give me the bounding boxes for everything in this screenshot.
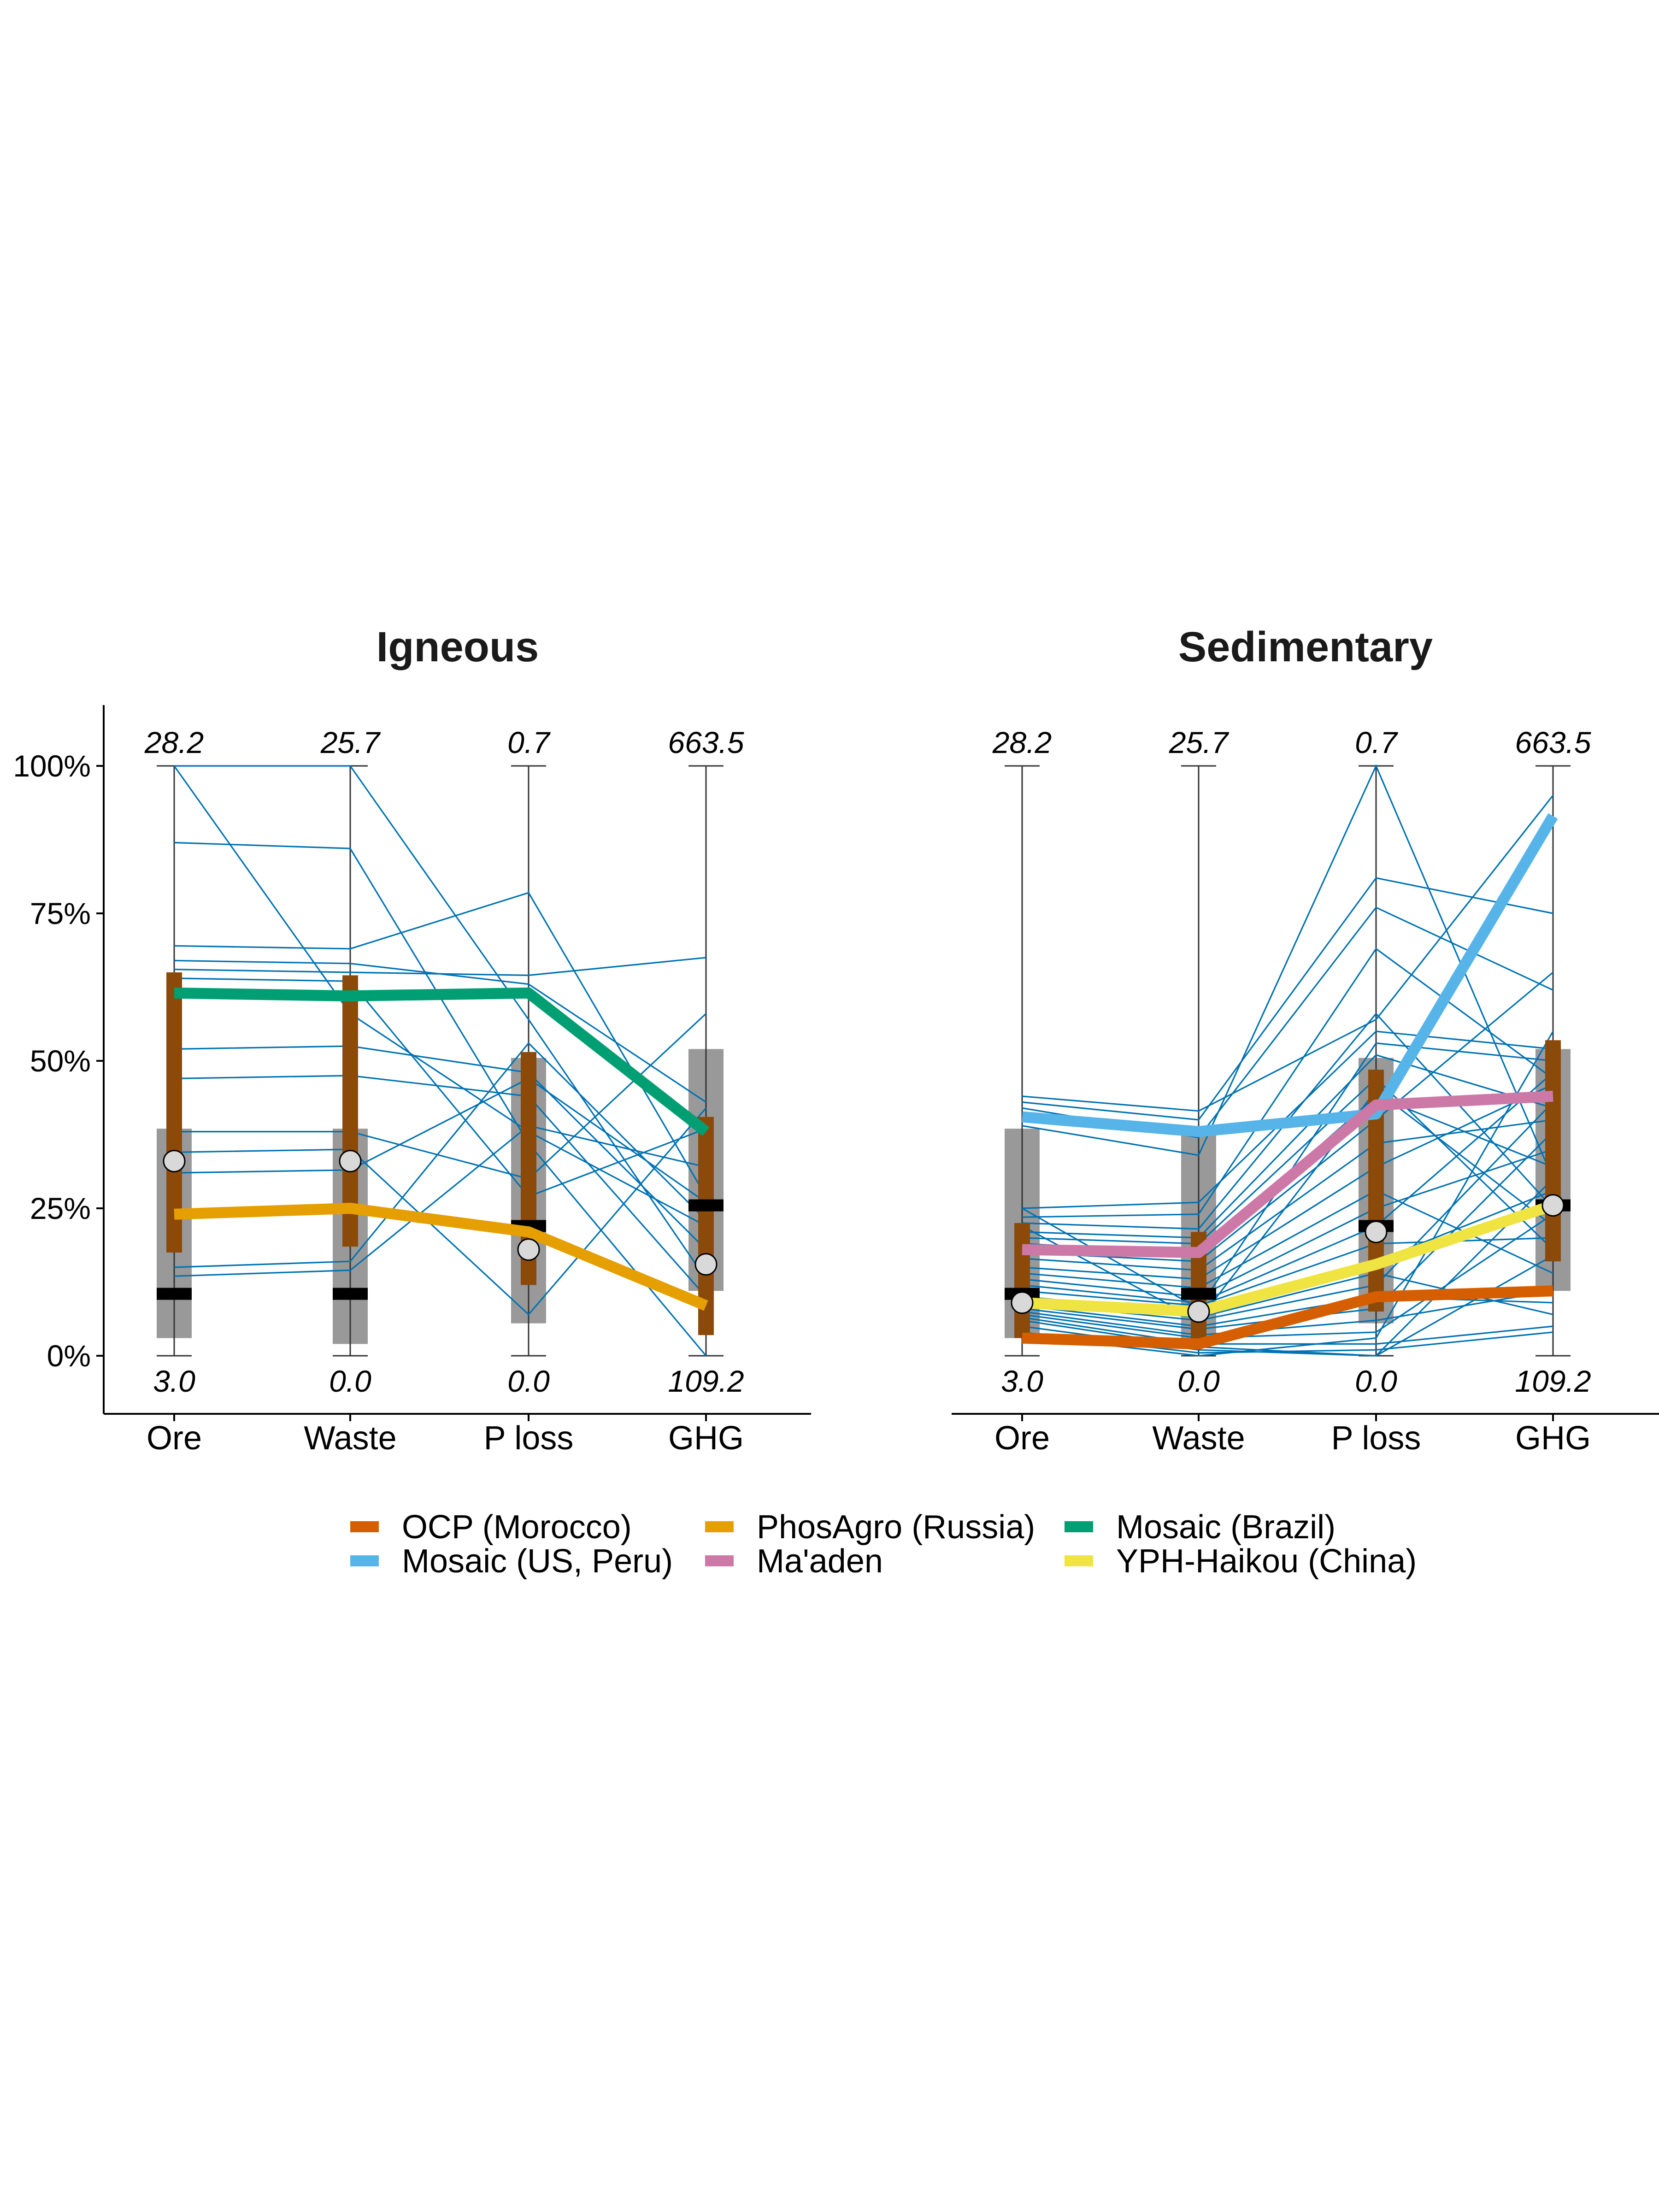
- series-line: [174, 987, 710, 1136]
- axis-max-label: 663.5: [1515, 725, 1591, 759]
- mine-line: [1022, 1296, 1553, 1327]
- axis-min-label: 3.0: [153, 1364, 195, 1398]
- x-tick-label: GHG: [668, 1420, 744, 1457]
- mine-line: [174, 765, 707, 1280]
- panel-sedimentary: Sedimentary Ore Waste P loss GHG 28.2 3.0 25.7 0…: [952, 624, 1659, 1457]
- mine-line: [174, 959, 706, 1103]
- box-brown: [166, 972, 182, 1253]
- mean-point: [1187, 1300, 1210, 1323]
- legend-label: PhosAgro (Russia): [757, 1509, 1035, 1546]
- mine-line: [1022, 1054, 1553, 1239]
- mine-line: [1022, 1237, 1553, 1306]
- axis-max-label: 28.2: [144, 725, 204, 759]
- mine-line: [1022, 1213, 1553, 1339]
- axis-min-label: 109.2: [1515, 1364, 1591, 1398]
- axis-max-label: 0.7: [507, 725, 551, 759]
- y-tick-label: 25%: [30, 1191, 91, 1225]
- median-bar: [157, 1288, 192, 1300]
- mine-line: [174, 1107, 707, 1316]
- x-tick-label: Waste: [304, 1420, 396, 1457]
- x-tick-label: Ore: [994, 1420, 1050, 1457]
- mine-line: [1022, 1072, 1554, 1304]
- mean-point: [1365, 1220, 1388, 1243]
- axis-max-label: 28.2: [992, 725, 1052, 759]
- mine-line: [1022, 1089, 1553, 1322]
- axis-max-label: 0.7: [1355, 725, 1398, 759]
- mine-line: [1022, 795, 1554, 1112]
- panel-title: Igneous: [377, 624, 539, 671]
- legend-label: Mosaic (Brazil): [1116, 1509, 1335, 1546]
- mine-line: [174, 957, 706, 977]
- mine-line: [174, 892, 707, 1197]
- box-brown: [1014, 1223, 1030, 1338]
- legend-label: Mosaic (US, Peru): [402, 1543, 673, 1580]
- x-tick-label: Ore: [147, 1420, 202, 1457]
- axis-min-label: 0.0: [1177, 1364, 1220, 1398]
- mine-line: [1022, 971, 1554, 1262]
- mine-line: [174, 1077, 706, 1203]
- series-line: [1022, 1090, 1553, 1258]
- series-line: [1022, 813, 1558, 1137]
- series-line: [174, 1203, 708, 1311]
- mine-line: [1022, 1119, 1553, 1271]
- x-tick-label: GHG: [1515, 1420, 1591, 1457]
- mine-line: [174, 1042, 707, 1268]
- mine-line: [1022, 1077, 1554, 1250]
- axis-min-label: 0.0: [507, 1364, 550, 1398]
- panel-igneous: Igneous 0% 25% 50% 75% 100% Ore Waste P loss GHG 2…: [13, 624, 811, 1457]
- mine-line: [1022, 1317, 1553, 1345]
- y-tick-label: 50%: [30, 1044, 91, 1078]
- legend: OCP (Morocco) PhosAgro (Russia) Mosaic (Br…: [350, 1509, 1417, 1580]
- median-bar: [1181, 1288, 1216, 1300]
- mine-line: [1022, 1148, 1553, 1298]
- median-bar: [688, 1199, 724, 1212]
- mine-line: [174, 1045, 707, 1250]
- mean-point: [1541, 1194, 1565, 1217]
- median-bar: [333, 1288, 368, 1300]
- mine-line: [174, 841, 707, 1357]
- mean-point: [163, 1150, 186, 1173]
- axis-min-label: 3.0: [1001, 1364, 1043, 1398]
- box-brown: [342, 975, 358, 1247]
- series-line: [1022, 1200, 1555, 1317]
- mine-line: [1022, 1030, 1553, 1209]
- axis-max-label: 25.7: [1169, 725, 1230, 759]
- legend-label: Ma'aden: [757, 1543, 883, 1580]
- mean-point: [339, 1150, 362, 1173]
- series-line: [1022, 1285, 1553, 1350]
- mean-point: [1011, 1291, 1034, 1314]
- mine-line: [174, 1075, 707, 1298]
- panel-title: Sedimentary: [1178, 624, 1433, 671]
- legend-label: YPH-Haikou (China): [1116, 1543, 1417, 1580]
- mine-line: [1022, 947, 1553, 1218]
- axis-max-label: 25.7: [320, 725, 381, 759]
- mean-point: [694, 1253, 718, 1276]
- mine-line: [174, 1013, 707, 1180]
- mean-point: [517, 1238, 540, 1261]
- x-tick-label: Waste: [1152, 1420, 1245, 1457]
- y-tick-label: 0%: [47, 1339, 91, 1373]
- mine-line: [174, 977, 706, 1198]
- axis-min-label: 0.0: [329, 1364, 371, 1398]
- legend-label: OCP (Morocco): [402, 1509, 632, 1546]
- axis-max-label: 663.5: [668, 725, 744, 759]
- axis-min-label: 0.0: [1355, 1364, 1397, 1398]
- y-tick-label: 100%: [13, 749, 91, 783]
- box-brown: [1545, 1040, 1561, 1262]
- mine-line: [1022, 877, 1553, 1121]
- y-tick-label: 75%: [30, 896, 91, 930]
- mine-line: [173, 765, 706, 1227]
- axis-min-label: 109.2: [668, 1364, 744, 1398]
- x-tick-label: P loss: [484, 1420, 574, 1457]
- mine-line: [174, 1125, 706, 1277]
- x-tick-label: P loss: [1331, 1420, 1421, 1457]
